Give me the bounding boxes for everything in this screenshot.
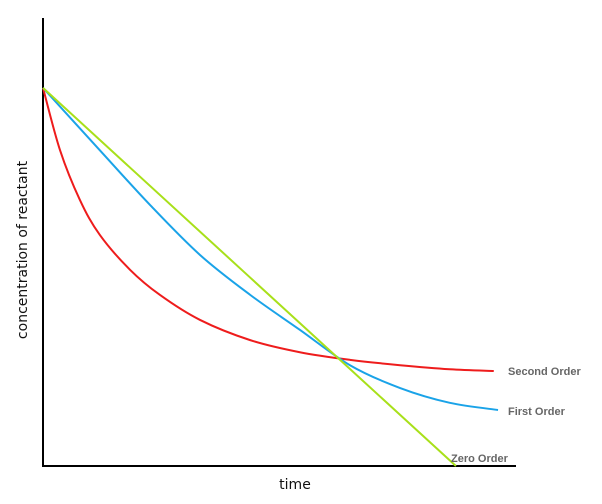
series-label-second-order: Second Order: [508, 366, 581, 378]
series-line-first-order: [42, 87, 499, 411]
y-axis-label: concentration of reactant: [15, 160, 31, 339]
series-label-first-order: First Order: [508, 406, 566, 418]
series-line-second-order: [42, 87, 494, 373]
series-label-zero-order: Zero Order: [451, 453, 509, 465]
x-axis-label: time: [279, 477, 311, 493]
series-line-zero-order: [42, 87, 457, 467]
